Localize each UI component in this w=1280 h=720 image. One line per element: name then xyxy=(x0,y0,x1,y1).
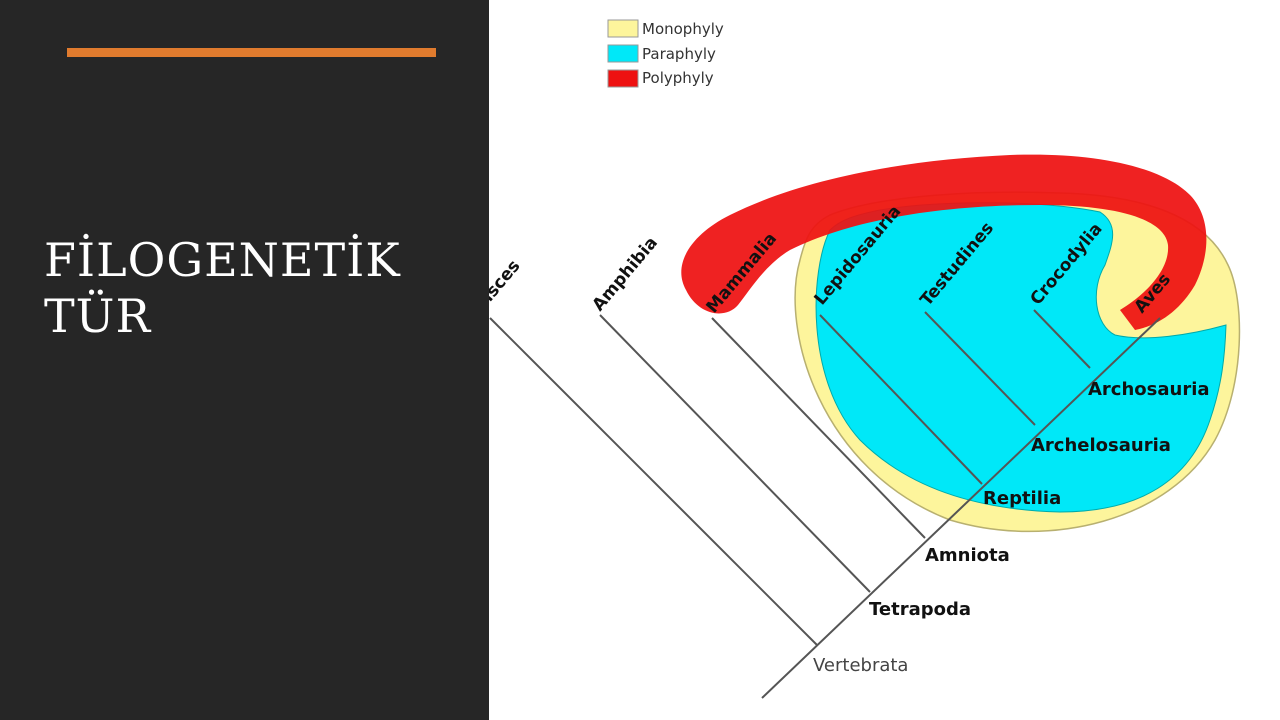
taxon-amphibia: Amphibia xyxy=(589,233,662,315)
slide-title: FİLOGENETİK TÜR xyxy=(44,232,464,344)
legend-label-paraphyly: Paraphyly xyxy=(642,45,716,63)
branch-root xyxy=(761,317,1161,699)
branch-amphibia xyxy=(599,314,871,593)
title-panel: FİLOGENETİK TÜR xyxy=(0,0,489,720)
clade-vertebrata: Vertebrata xyxy=(813,655,908,676)
legend: Monophyly Paraphyly Polyphyly xyxy=(607,19,724,88)
clade-tetrapoda: Tetrapoda xyxy=(869,599,971,620)
legend-label-polyphyly: Polyphyly xyxy=(642,69,714,87)
branch-mammalia xyxy=(711,317,926,539)
branch-crocodylia xyxy=(1033,309,1091,369)
clade-reptilia: Reptilia xyxy=(983,488,1061,509)
accent-bar xyxy=(67,48,436,57)
clade-amniota: Amniota xyxy=(925,545,1010,566)
slide-title-line-1: FİLOGENETİK xyxy=(44,233,401,287)
polyphyly-region xyxy=(681,154,1207,330)
branch-pisces xyxy=(489,317,818,646)
legend-label-monophyly: Monophyly xyxy=(642,20,724,38)
slide-title-line-2: TÜR xyxy=(44,289,152,343)
tree-branches xyxy=(489,309,1161,699)
clade-archosauria: Archosauria xyxy=(1088,379,1210,400)
legend-swatch-polyphyly xyxy=(607,69,639,88)
branch-lepidosauria xyxy=(819,314,983,485)
legend-swatch-monophyly xyxy=(607,19,639,38)
legend-swatch-paraphyly xyxy=(607,44,639,63)
taxon-pisces: Pisces xyxy=(489,256,524,315)
phylogeny-diagram: Monophyly Paraphyly Polyphyly Pisces Amp… xyxy=(489,0,1280,720)
clade-archelosauria: Archelosauria xyxy=(1031,435,1171,456)
branch-testudines xyxy=(924,311,1036,426)
